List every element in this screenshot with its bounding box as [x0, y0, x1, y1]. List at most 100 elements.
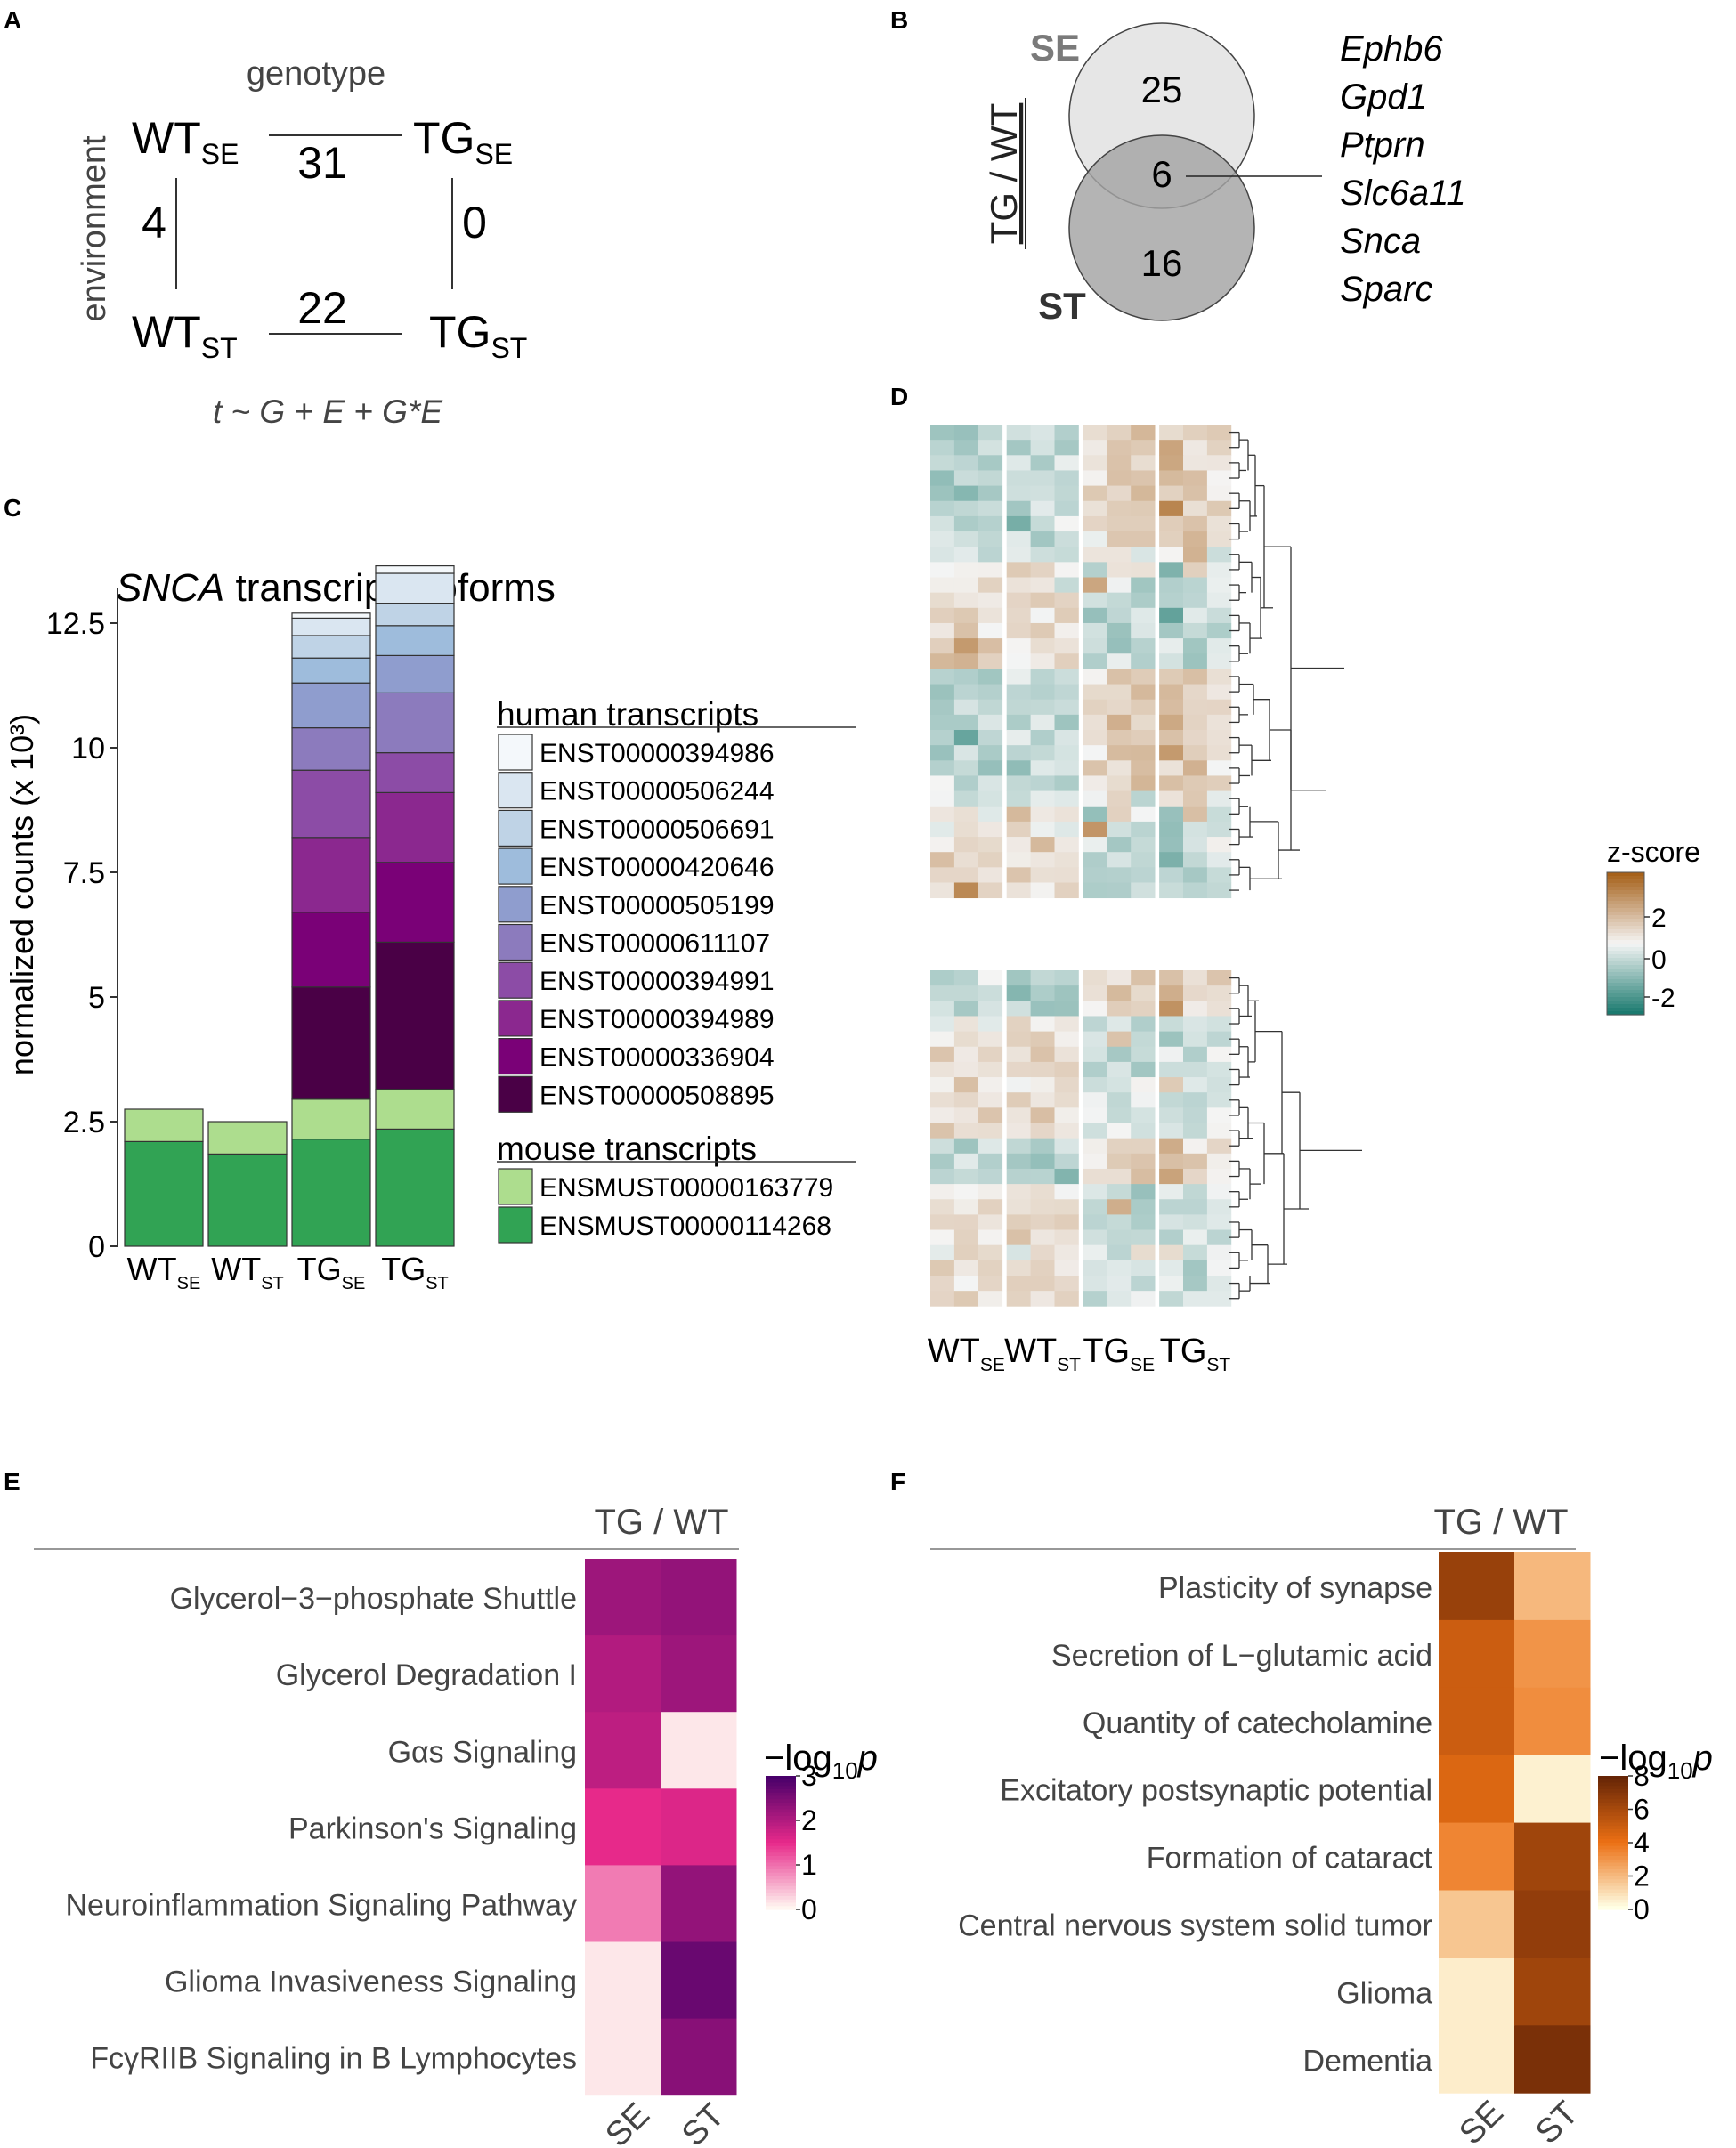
legend-swatch — [498, 847, 533, 885]
heatmap-cell — [1030, 821, 1055, 838]
heatmap-cell — [1183, 1061, 1208, 1078]
panel-label-d: D — [890, 383, 908, 410]
heatmap-cell — [1083, 531, 1107, 547]
heatmap-cell — [930, 592, 955, 609]
heatmap-cell — [1206, 714, 1232, 731]
heatmap-cell — [953, 985, 979, 1001]
legend-gradient-step — [1598, 1856, 1628, 1860]
heatmap-column-label-sub: SE — [1130, 1355, 1155, 1375]
heatmap-cell — [978, 821, 1003, 838]
heatmap-cell — [930, 440, 955, 456]
heatmap-cell — [1206, 1123, 1232, 1139]
heatmap-cell — [1006, 985, 1031, 1001]
heatmap-cell — [930, 970, 955, 986]
bar-segment — [291, 612, 371, 619]
heatmap-cell — [1083, 1260, 1107, 1277]
heatmap-cell — [1006, 470, 1031, 486]
heatmap-cell — [1083, 867, 1107, 883]
heatmap-cell — [1206, 1077, 1232, 1093]
panel-b: B SE ST TG / WT 25 6 16 Ephb6 Gpd1 Ptprn… — [890, 6, 1466, 327]
heatmap-cell — [978, 1123, 1003, 1139]
legend-gradient-step — [766, 1776, 796, 1780]
legend-gradient-step — [1607, 979, 1644, 984]
heatmap-cell — [1006, 607, 1031, 624]
heatmap-cell — [1514, 1822, 1591, 1891]
bar-segment — [375, 791, 455, 863]
heatmap-cell — [1107, 1291, 1132, 1307]
heatmap-cell — [1107, 531, 1132, 547]
heatmap-cell — [1183, 1184, 1208, 1200]
heatmap-cell — [953, 1046, 979, 1063]
legend-swatch — [498, 886, 533, 923]
gene-item: Slc6a11 — [1340, 174, 1466, 213]
heatmap-cell — [978, 515, 1003, 532]
heatmap-cell — [953, 1016, 979, 1032]
heatmap-cell — [1083, 1046, 1107, 1063]
heatmap-cell — [1083, 1001, 1107, 1017]
legend-gradient-step — [1598, 1776, 1628, 1780]
legend-swatch — [498, 1037, 533, 1075]
heatmap-cell — [1083, 837, 1107, 853]
heatmap-cell — [1006, 790, 1031, 807]
heatmap-cell — [1183, 970, 1208, 986]
heatmap-cell — [1183, 1046, 1208, 1063]
heatmap-cell — [1159, 653, 1184, 669]
heatmap-cell — [1107, 1107, 1132, 1123]
e-legend-sub: 10 — [832, 1757, 858, 1784]
heatmap-cell — [1131, 821, 1156, 838]
bar-category-label: WTSE — [127, 1251, 201, 1293]
heatmap-cell — [978, 425, 1003, 441]
e-pathway-heatmap — [585, 1559, 737, 2096]
heatmap-cell — [1107, 775, 1132, 791]
bar-segment — [375, 602, 455, 627]
heatmap-cell — [1054, 1077, 1079, 1093]
heatmap-cell — [585, 1941, 661, 2020]
heatmap-column-label: ST — [1529, 2095, 1586, 2148]
heatmap-cell — [1206, 1291, 1232, 1307]
heatmap-cell — [1054, 1291, 1079, 1307]
gene-item: Gpd1 — [1340, 77, 1427, 117]
panel-label-f: F — [890, 1468, 905, 1495]
heatmap-cell — [1131, 1001, 1156, 1017]
heatmap-cell — [1159, 1123, 1184, 1139]
legend-gradient-step — [766, 1885, 796, 1891]
heatmap-cell — [978, 669, 1003, 685]
heatmap-cell — [1183, 1291, 1208, 1307]
legend-gradient-step — [1607, 922, 1644, 927]
heatmap-cell — [953, 547, 979, 563]
legend-gradient-step — [1598, 1819, 1628, 1824]
bar-segment — [375, 1088, 455, 1130]
panel-c: C SNCA transcript isoforms normalized co… — [4, 494, 856, 1293]
legend-gradient-step — [1598, 1829, 1628, 1834]
heatmap-cell — [978, 1184, 1003, 1200]
heatmap-cell — [930, 1276, 955, 1292]
heatmap-cell — [1006, 867, 1031, 883]
heatmap-cell — [1054, 1061, 1079, 1078]
bar-segment — [375, 1128, 455, 1247]
heatmap-cell — [1131, 714, 1156, 731]
legend-gradient-step — [1598, 1803, 1628, 1807]
node-tg-se-sub: SE — [475, 138, 513, 170]
heatmap-cell — [1006, 515, 1031, 532]
legend-gradient-step — [1598, 1812, 1628, 1817]
heatmap-cell — [1006, 1016, 1031, 1032]
heatmap-cell — [1107, 1001, 1132, 1017]
heatmap-cell — [978, 1260, 1003, 1277]
heatmap-cell — [1183, 1260, 1208, 1277]
heatmap-row-label: Secretion of L−glutamic acid — [1051, 1639, 1432, 1673]
heatmap-cell — [1159, 577, 1184, 594]
bar-segment — [291, 769, 371, 839]
snca-title-gene: SNCA — [116, 566, 224, 610]
heatmap-cell — [1006, 730, 1031, 746]
heatmap-cell — [953, 485, 979, 502]
heatmap-cell — [1083, 806, 1107, 823]
heatmap-cell — [1083, 669, 1107, 685]
heatmap-cell — [1030, 970, 1055, 986]
legend-gradient-step — [1598, 1832, 1628, 1837]
heatmap-cell — [953, 1244, 979, 1261]
legend-gradient-step — [1607, 951, 1644, 955]
heatmap-cell — [1107, 607, 1132, 624]
heatmap-cell — [1159, 1199, 1184, 1215]
heatmap-cell — [1083, 653, 1107, 669]
